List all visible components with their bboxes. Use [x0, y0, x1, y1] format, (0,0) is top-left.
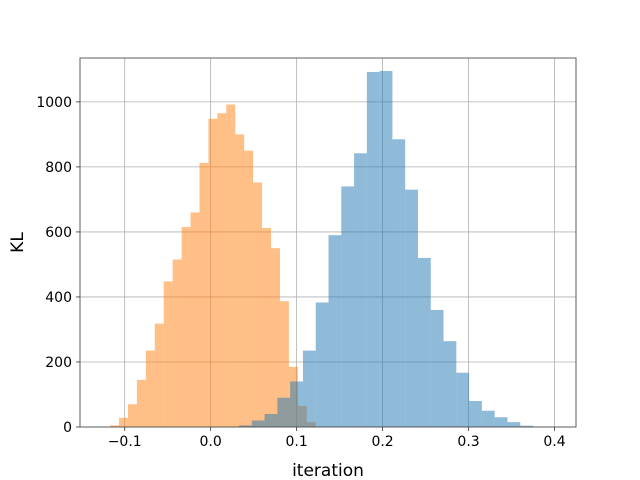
histogram-bar [277, 397, 291, 427]
y-tick-label: 0 [63, 420, 72, 436]
histogram-bar [226, 104, 236, 427]
y-tick-label: 600 [45, 225, 72, 241]
histogram-bar [239, 425, 252, 427]
histogram-bar [481, 410, 495, 427]
axis-ticks: −0.1 0.0 0.1 0.2 0.3 0.4 0 200 400 600 800 1000 [36, 95, 565, 450]
histogram-series-2 [239, 71, 546, 428]
histogram-bar [456, 372, 470, 427]
histogram-bar [443, 341, 457, 427]
histogram-bar [405, 189, 418, 427]
histogram-bar [119, 417, 128, 427]
histogram-bar [110, 425, 120, 427]
x-tick-label: 0.3 [457, 434, 479, 450]
x-tick-label: 0.2 [371, 434, 393, 450]
histogram-bar [154, 323, 164, 427]
histogram-bar [199, 163, 209, 428]
histogram-bar [379, 71, 393, 428]
histogram-bar [392, 139, 406, 427]
histogram-bar [127, 404, 137, 427]
histogram-bar [279, 301, 289, 427]
histogram-bar [507, 422, 521, 427]
histogram-bar [520, 425, 534, 427]
histogram-bar [430, 309, 444, 427]
y-tick-label: 800 [45, 160, 72, 176]
histogram-bar [494, 417, 508, 427]
histogram-bar [172, 259, 182, 427]
x-tick-label: 0.4 [543, 434, 565, 450]
y-tick-label: 400 [45, 290, 72, 306]
histogram-bar [469, 400, 482, 427]
histogram-bar [251, 420, 265, 427]
y-tick-label: 1000 [36, 95, 72, 111]
histogram-bar [190, 212, 200, 427]
histogram-bar [417, 257, 431, 427]
histogram-bar [253, 182, 263, 427]
histogram-bar [354, 153, 367, 427]
histogram-bars [110, 71, 546, 428]
histogram-bar [217, 113, 227, 427]
histogram-bar [302, 350, 316, 427]
histogram-bar [271, 248, 280, 427]
histogram-bar [145, 350, 155, 427]
x-axis-label: iteration [292, 461, 364, 480]
histogram-bar [328, 235, 342, 427]
histogram-bar [315, 302, 329, 427]
y-axis-label: KL [8, 232, 28, 253]
histogram-bar [264, 413, 278, 427]
histogram-bar [163, 281, 173, 427]
x-tick-label: 0.0 [200, 434, 222, 450]
histogram-bar [181, 227, 191, 427]
y-tick-label: 200 [45, 355, 72, 371]
histogram-bar [262, 228, 272, 427]
x-tick-label: −0.1 [108, 434, 142, 450]
histogram-bar [136, 379, 146, 427]
histogram-bar [235, 134, 245, 427]
histogram-bar [341, 186, 355, 427]
plot-frame [79, 57, 577, 428]
histogram-bar [290, 381, 303, 427]
histogram-series-1 [110, 104, 316, 428]
histogram-bar [208, 118, 218, 427]
histogram-bar [244, 150, 254, 428]
histogram-bar [366, 71, 380, 427]
x-tick-label: 0.1 [285, 434, 307, 450]
